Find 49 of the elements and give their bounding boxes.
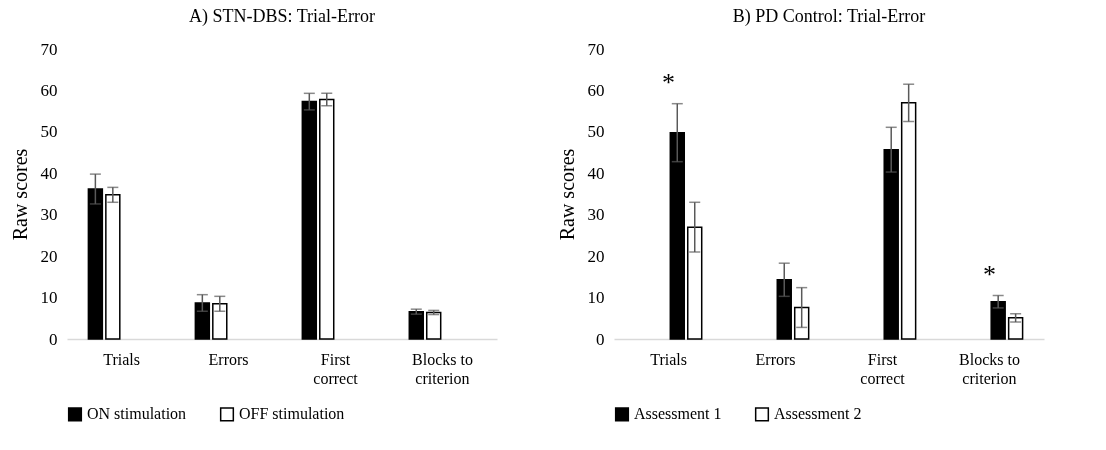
bar	[87, 188, 104, 340]
y-tick-label: 0	[49, 329, 58, 349]
y-tick-label: 60	[40, 80, 58, 100]
y-tick-label: 50	[40, 122, 58, 142]
bar	[194, 302, 211, 340]
chart-title: A) STN-DBS: Trial-Error	[188, 6, 376, 27]
chart-title: B) PD Control: Trial-Error	[732, 6, 926, 27]
legend-label: OFF stimulation	[239, 405, 345, 423]
y-tick-label: 40	[40, 163, 58, 183]
x-tick-label: Errors	[755, 350, 796, 368]
bar	[212, 303, 228, 340]
bar	[319, 98, 335, 340]
y-tick-label: 50	[587, 122, 605, 142]
annotation: *	[662, 67, 676, 97]
y-tick-label: 20	[40, 246, 58, 266]
y-tick-label: 30	[587, 205, 605, 225]
y-tick-label: 20	[587, 246, 605, 266]
bar	[301, 100, 318, 340]
bar	[425, 311, 442, 340]
bar	[883, 148, 899, 340]
annotation: *	[982, 259, 996, 289]
x-tick-label: Trials	[650, 350, 687, 368]
y-axis-title: Raw scores	[8, 148, 31, 241]
bar	[105, 194, 121, 340]
legend-label: ON stimulation	[87, 405, 187, 423]
bar	[793, 306, 810, 340]
y-tick-label: 70	[587, 39, 605, 59]
y-tick-label: 60	[587, 80, 605, 100]
y-tick-label: 0	[596, 329, 605, 349]
y-tick-label: 10	[40, 288, 58, 308]
y-axis-title: Raw scores	[555, 148, 578, 241]
x-tick-label: Errors	[208, 350, 249, 368]
x-tick-label: Trials	[103, 350, 140, 368]
bar	[776, 279, 792, 340]
y-tick-label: 10	[587, 288, 605, 308]
bar	[669, 131, 686, 340]
y-tick-label: 40	[587, 163, 605, 183]
x-tick-label: Blocks to criterion	[959, 350, 1020, 387]
legend-label: Assessment 1	[634, 405, 722, 423]
legend-label: Assessment 2	[774, 405, 862, 423]
x-tick-label: Blocks to criterion	[412, 350, 473, 387]
bar	[687, 226, 703, 340]
bar	[408, 310, 424, 340]
bar	[990, 300, 1006, 340]
bar	[900, 102, 917, 340]
x-tick-label: First correct	[313, 350, 359, 387]
y-tick-label: 70	[40, 39, 58, 59]
x-tick-label: First correct	[860, 350, 906, 387]
y-tick-label: 30	[40, 205, 58, 225]
